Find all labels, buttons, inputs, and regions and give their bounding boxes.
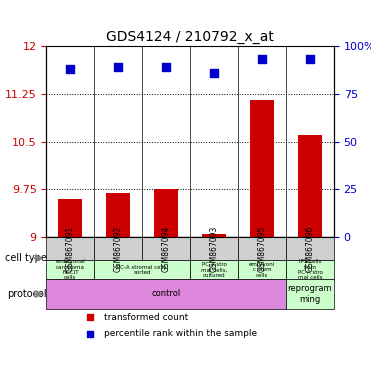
Text: control: control	[151, 290, 181, 298]
Text: embryoni
c stem
cells: embryoni c stem cells	[249, 262, 275, 278]
FancyBboxPatch shape	[46, 237, 94, 260]
Text: reprogram
ming: reprogram ming	[288, 284, 332, 304]
Text: PC-A stro
mal cells,
cultured: PC-A stro mal cells, cultured	[201, 262, 227, 278]
FancyBboxPatch shape	[94, 260, 190, 279]
Text: GSM867093: GSM867093	[210, 226, 219, 272]
Bar	[58, 199, 82, 237]
FancyBboxPatch shape	[46, 279, 286, 309]
Bar	[202, 234, 226, 237]
Text: GSM867092: GSM867092	[114, 226, 123, 272]
Bar	[154, 189, 178, 237]
Text: transformed count: transformed count	[104, 313, 188, 322]
Text: GSM867091: GSM867091	[66, 226, 75, 272]
FancyBboxPatch shape	[286, 279, 334, 309]
Text: IPS cells
from
PC-A stro
mal cells: IPS cells from PC-A stro mal cells	[298, 259, 322, 280]
Point	[86, 331, 92, 337]
FancyBboxPatch shape	[286, 260, 334, 279]
Text: cell type: cell type	[4, 253, 46, 263]
FancyBboxPatch shape	[94, 237, 142, 260]
FancyBboxPatch shape	[238, 237, 286, 260]
Point	[163, 64, 169, 70]
FancyBboxPatch shape	[142, 237, 190, 260]
FancyBboxPatch shape	[190, 260, 238, 279]
FancyBboxPatch shape	[286, 237, 334, 260]
Text: PC-A stromal cells,
sorted: PC-A stromal cells, sorted	[116, 265, 168, 275]
FancyBboxPatch shape	[238, 260, 286, 279]
Point	[115, 64, 121, 70]
Text: embryonal
carcinoma
NCCIT
cells: embryonal carcinoma NCCIT cells	[55, 259, 85, 280]
Point	[86, 314, 92, 320]
Point	[211, 70, 217, 76]
Bar	[298, 135, 322, 237]
FancyBboxPatch shape	[46, 260, 94, 279]
Bar	[250, 100, 274, 237]
Title: GDS4124 / 210792_x_at: GDS4124 / 210792_x_at	[106, 30, 274, 44]
Bar	[106, 193, 130, 237]
Point	[259, 56, 265, 63]
Text: percentile rank within the sample: percentile rank within the sample	[104, 329, 257, 338]
Text: GSM867094: GSM867094	[162, 226, 171, 272]
FancyBboxPatch shape	[190, 237, 238, 260]
Point	[307, 56, 313, 63]
Text: protocol: protocol	[7, 289, 46, 299]
Text: GSM867096: GSM867096	[305, 226, 315, 272]
Text: GSM867095: GSM867095	[257, 226, 266, 272]
Point	[68, 66, 73, 72]
